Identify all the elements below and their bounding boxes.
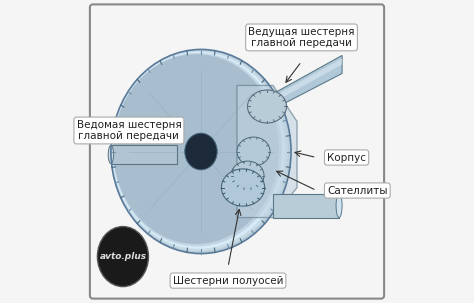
Ellipse shape: [247, 90, 287, 123]
Polygon shape: [111, 145, 177, 164]
FancyBboxPatch shape: [90, 4, 384, 299]
Ellipse shape: [111, 49, 291, 254]
Ellipse shape: [221, 169, 264, 206]
Text: Корпус: Корпус: [327, 152, 366, 162]
Ellipse shape: [97, 227, 148, 287]
Ellipse shape: [111, 51, 288, 251]
Ellipse shape: [112, 52, 285, 249]
Ellipse shape: [336, 194, 342, 218]
Ellipse shape: [113, 54, 279, 244]
Text: Сателлиты: Сателлиты: [327, 185, 388, 195]
Polygon shape: [237, 85, 297, 218]
Polygon shape: [261, 58, 342, 109]
Text: Шестерни полуосей: Шестерни полуосей: [173, 276, 283, 286]
Text: Ведомая шестерня
главной передачи: Ведомая шестерня главной передачи: [76, 120, 181, 141]
Ellipse shape: [231, 161, 264, 190]
Ellipse shape: [185, 133, 217, 170]
Text: avto.plus: avto.plus: [100, 252, 146, 261]
Text: Ведущая шестерня
главной передачи: Ведущая шестерня главной передачи: [248, 27, 355, 48]
Ellipse shape: [113, 53, 282, 246]
Ellipse shape: [108, 145, 114, 164]
Polygon shape: [261, 55, 342, 115]
Ellipse shape: [237, 137, 270, 166]
Polygon shape: [273, 194, 339, 218]
